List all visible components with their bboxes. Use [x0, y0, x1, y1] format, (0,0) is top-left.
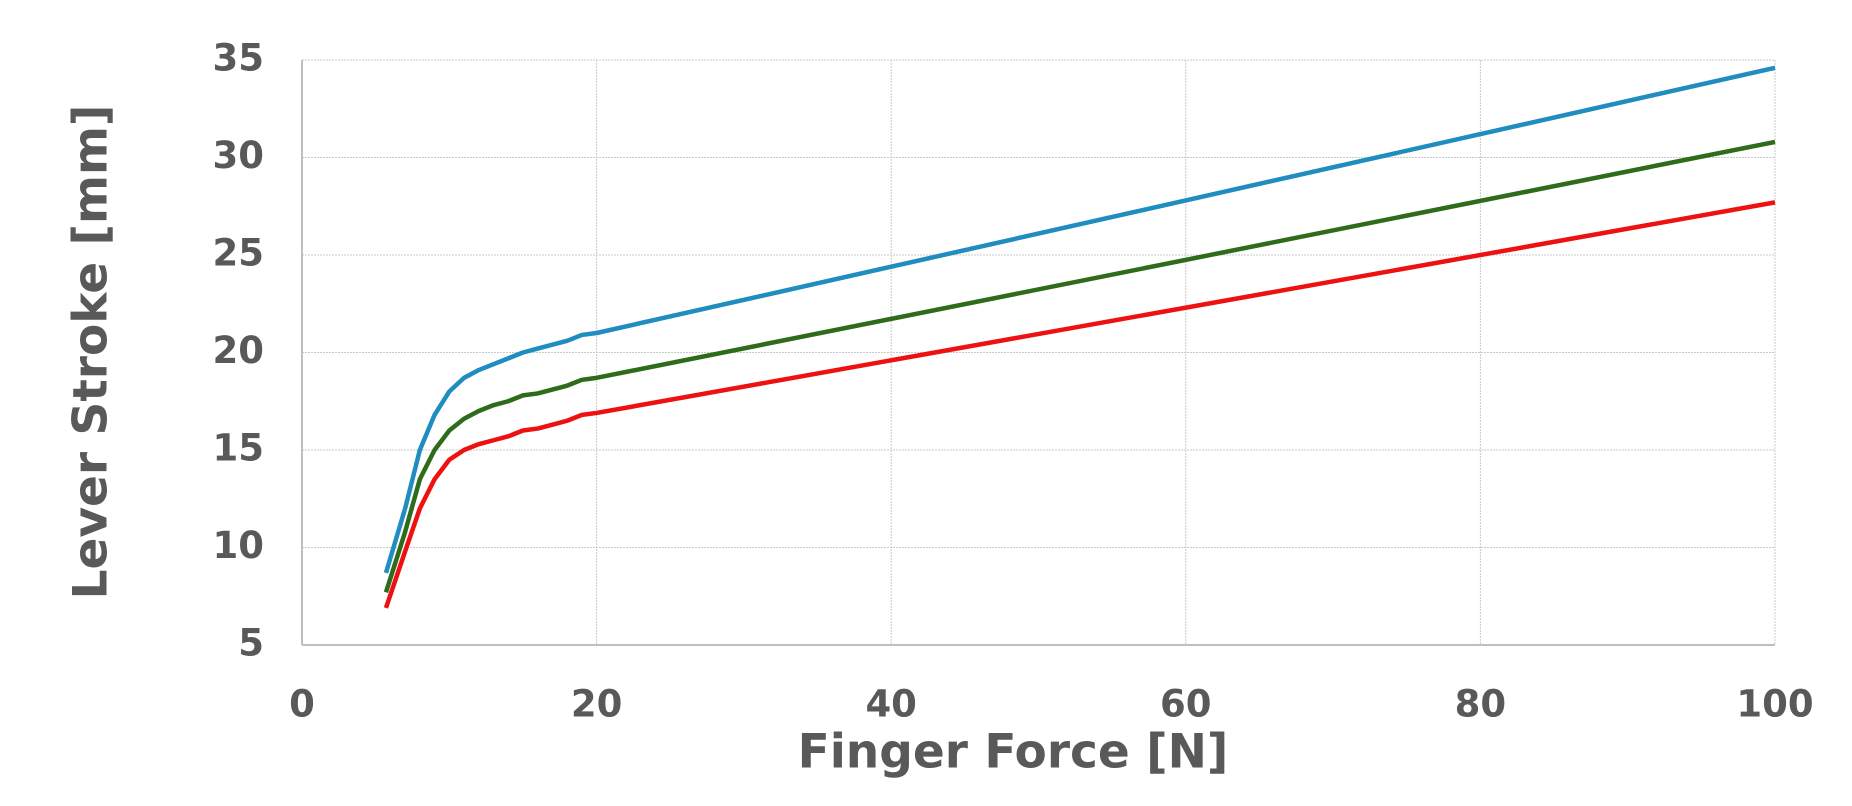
- x-tick-label: 60: [1160, 683, 1212, 726]
- x-tick-label: 100: [1736, 683, 1813, 726]
- y-tick-label: 15: [213, 427, 265, 470]
- y-tick-label: 20: [213, 329, 265, 372]
- y-tick-label: 25: [213, 232, 265, 275]
- y-tick-label: 35: [213, 37, 265, 80]
- y-axis-title: Lever Stroke [mm]: [64, 105, 119, 600]
- y-tick-label: 30: [213, 134, 265, 177]
- y-tick-label: 10: [213, 524, 265, 567]
- line-series: [383, 139, 1776, 594]
- x-tick-label: 40: [865, 683, 917, 726]
- y-tick-label: 5: [238, 622, 264, 665]
- line-series: [383, 200, 1776, 609]
- x-tick-label: 0: [289, 683, 315, 726]
- x-tick-label: 20: [571, 683, 623, 726]
- x-axis-title: Finger Force [N]: [798, 725, 1229, 780]
- x-tick-label: 80: [1455, 683, 1507, 726]
- line-series: [383, 65, 1776, 574]
